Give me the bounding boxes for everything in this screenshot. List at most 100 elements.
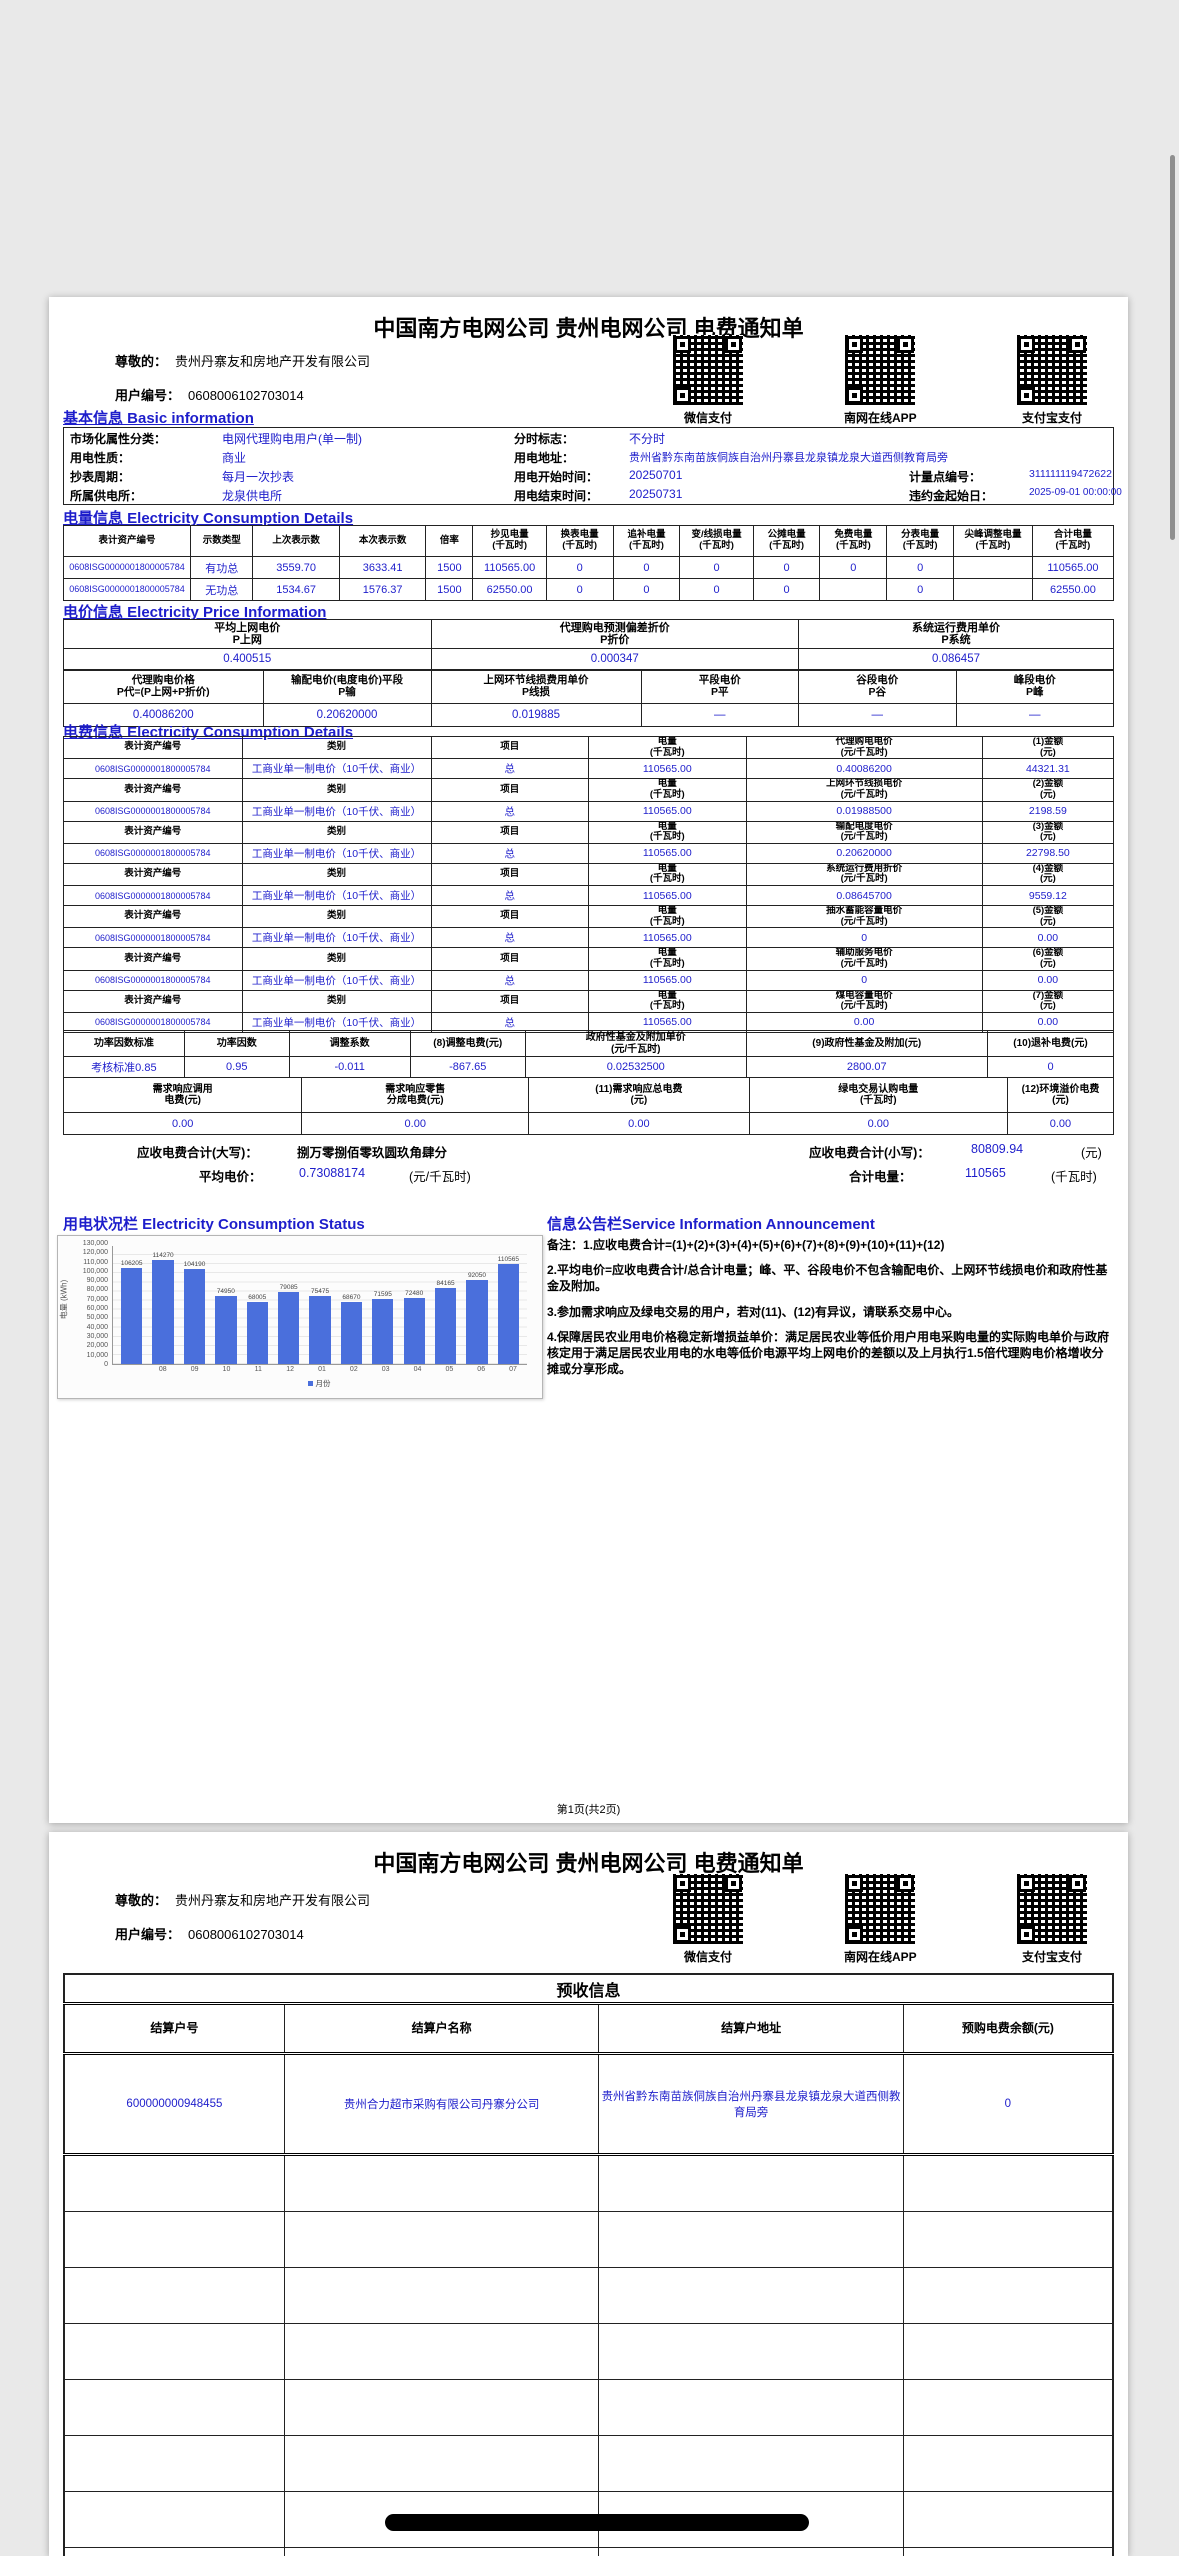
page-title: 中国南方电网公司 贵州电网公司 电费通知单 [373, 1851, 804, 1876]
section-energy-info: 电量信息 Electricity Consumption Details [63, 510, 354, 527]
col-header: 项目 [430, 904, 589, 929]
cell: 总 [430, 800, 589, 822]
cell: 总 [430, 885, 589, 906]
consumption-bar-chart: 电量 (kWh) 130,000 120,000 110,000 100,000 90,… [57, 1235, 543, 1399]
bar-value-label: 68005 [248, 1294, 267, 1302]
col-header: 项目 [430, 989, 589, 1013]
cell: 0 [752, 578, 821, 601]
x-tick-label: 12 [286, 1366, 295, 1373]
fee-summary-table-1: 功率因数标准 功率因数 调整系数 (8)调整电费(元) 政府性基金及附加单价 (元/千瓦… [63, 1030, 1114, 1078]
sum-energy-value: 110565 [965, 1166, 1006, 1180]
cell-meter: 0608ISG0000001800005784 [63, 969, 243, 991]
price-header-row: 代理购电价格 P代=(P上网+P折价) 输配电价(电度电价)平段 P输 上网环节线损… [63, 670, 1114, 704]
price-value-row: 0.400515 0.000347 0.086457 [63, 648, 1114, 670]
energy-table: 表计资产编号 示数类型 上次表示数 本次表示数 倍率 抄见电量 (千瓦时) 换表电量 (千瓦… [63, 525, 1115, 601]
y-tick-label: 110,000 [83, 1258, 108, 1266]
price-table-lower: 代理购电价格 P代=(P上网+P折价) 输配电价(电度电价)平段 P输 上网环节线损… [63, 670, 1114, 727]
chart-bar-slot: 75475 [304, 1246, 335, 1364]
col-header: 峰段电价 P峰 [955, 670, 1114, 704]
chart-bar-slot: 106205 [116, 1246, 147, 1364]
col-header: 上网环节线损电价 (元/千瓦时) [745, 778, 983, 802]
total-cn-label: 应收电费合计(大写)： [137, 1146, 258, 1160]
qr-app: 南网在线APP [844, 335, 917, 426]
cell: 1576.37 [338, 578, 427, 601]
empty-row [63, 2211, 1114, 2268]
cell: 工商业单一制电价（10千伏、商业） [241, 885, 432, 906]
app-qr-icon [845, 335, 915, 405]
cell: 考核标准0.85 [63, 1056, 185, 1078]
home-indicator[interactable] [385, 2514, 809, 2531]
cell: — [955, 703, 1114, 727]
customer-name: 贵州丹寨友和房地产开发有限公司 [175, 354, 371, 369]
x-tick-label: 08 [158, 1366, 167, 1373]
prepaid-title: 预收信息 [63, 1973, 1114, 2005]
qr-wechat: 微信支付 [672, 1874, 744, 1965]
basic-info-row: 市场化属性分类： 电网代理购电用户(单一制) 分时标志： 不分时 [64, 428, 1113, 447]
col-header: 表计资产编号 [63, 904, 243, 929]
cell: 110565.00 [588, 927, 747, 949]
cell: 0.01988500 [745, 800, 983, 822]
cell: 0.000347 [430, 648, 799, 670]
col-header: (12)环境溢价电费 (元) [1006, 1077, 1115, 1113]
basic-info-row: 所属供电所： 龙泉供电所 用电结束时间： 20250731 违约金起始日： 2025-… [64, 485, 1122, 504]
col-header: 功率因数标准 [63, 1030, 185, 1057]
app-qr-icon [845, 1874, 915, 1944]
fee-header-row: 表计资产编号 类别 项目 电量 (千瓦时) 代理购电电价 (元/千瓦时) (1)金额 (元… [63, 735, 1115, 760]
cell: 0 [679, 578, 754, 601]
empty-row [63, 2547, 1114, 2556]
col-header: 项目 [430, 778, 589, 802]
cell: 工商业单一制电价（10千伏、商业） [241, 927, 432, 949]
col-header: 需求响应调用 电费(元) [62, 1077, 303, 1113]
cell: 0.00 [62, 1112, 303, 1135]
cell: 2800.07 [745, 1056, 988, 1078]
col-header: (1)金额 (元) [981, 735, 1115, 760]
col-header: 类别 [241, 947, 432, 971]
field-value: 商业 [222, 451, 247, 465]
col-header: 公摊电量 (千瓦时) [752, 525, 821, 557]
cell: 0 [545, 578, 614, 601]
qr-alipay-label: 支付宝支付 [1021, 1950, 1082, 1964]
announcement-line: 3.参加需求响应及绿电交易的用户，若对(11)、(12)有异议，请联系交易中心。 [547, 1304, 960, 1319]
cell: 0 [987, 1056, 1114, 1078]
user-no-line: 用户编号： 0608006102703014 [115, 1924, 304, 1943]
cell: 0.02532500 [525, 1056, 747, 1078]
sum-energy-unit: (千瓦时) [1051, 1170, 1097, 1184]
col-header: 分表电量 (千瓦时) [886, 525, 955, 557]
chart-x-axis-label: 月份 [315, 1379, 331, 1388]
y-tick-label: 130,000 [82, 1240, 108, 1247]
avg-price-unit: (元/千瓦时) [409, 1170, 471, 1184]
price-header-row: 平均上网电价 P上网 代理购电预测偏差折价 P折价 系统运行费用单价 P系统 [63, 619, 1114, 649]
qr-wechat-label: 微信支付 [683, 411, 732, 425]
field-label: 用电性质： [70, 451, 131, 465]
col-header: 表计资产编号 [63, 525, 191, 557]
bar-value-label: 84165 [436, 1279, 455, 1287]
col-header: 系统运行费用折价 (元/千瓦时) [745, 862, 983, 887]
cell: 0 [819, 556, 888, 579]
fee-table: 表计资产编号 类别 项目 电量 (千瓦时) 代理购电电价 (元/千瓦时) (1)金额 (元… [63, 735, 1115, 1033]
chart-bar-slot: 114270 [147, 1246, 178, 1364]
col-header: 功率因数 [183, 1030, 290, 1057]
field-label: 用电开始时间： [514, 470, 599, 484]
y-tick-label: 90,000 [86, 1277, 108, 1285]
col-header: 倍率 [425, 525, 474, 557]
col-header: (5)金额 (元) [981, 904, 1115, 929]
empty-row [63, 2379, 1114, 2436]
field-value: 20250701 [629, 468, 683, 482]
x-tick-label: 09 [190, 1366, 199, 1373]
col-header: 类别 [241, 820, 432, 844]
avg-price-value: 0.73088174 [299, 1166, 366, 1180]
col-header: 示数类型 [189, 525, 254, 557]
col-header: 表计资产编号 [63, 778, 243, 802]
col-header: 项目 [430, 735, 589, 760]
scrollbar[interactable] [1170, 155, 1175, 540]
col-header: 调整系数 [288, 1030, 411, 1057]
field-label: 违约金起始日： [909, 489, 994, 503]
total-num-unit: (元) [1081, 1146, 1102, 1160]
avg-price-label: 平均电价： [199, 1170, 262, 1184]
fee-data-row: 0608ISG0000001800005784 工商业单一制电价（10千伏、商业）… [63, 758, 1115, 780]
cell: 0.00 [1006, 1112, 1115, 1135]
cell: 总 [430, 842, 589, 864]
announcement-text: 备注：1.应收电费合计=(1)+(2)+(3)+(4)+(5)+(6)+(7)+… [547, 1237, 1113, 1386]
chart-bar-slot: 84165 [430, 1246, 461, 1364]
col-header: 表计资产编号 [63, 947, 243, 971]
